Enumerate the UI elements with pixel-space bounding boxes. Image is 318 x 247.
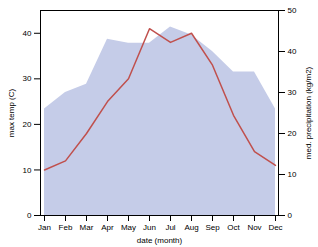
svg-text:May: May [121, 223, 136, 232]
svg-text:Nov: Nov [247, 223, 261, 232]
svg-text:Aug: Aug [184, 223, 198, 232]
svg-text:Oct: Oct [227, 223, 240, 232]
svg-text:Sep: Sep [205, 223, 220, 232]
svg-text:20: 20 [288, 129, 297, 138]
svg-text:Dec: Dec [268, 223, 282, 232]
svg-text:0: 0 [288, 211, 293, 220]
svg-text:Jun: Jun [143, 223, 156, 232]
svg-text:Jul: Jul [165, 223, 175, 232]
svg-text:20: 20 [23, 120, 32, 129]
svg-text:30: 30 [23, 74, 32, 83]
svg-text:date (month): date (month) [137, 236, 183, 245]
svg-text:40: 40 [288, 47, 297, 56]
svg-text:10: 10 [288, 170, 297, 179]
svg-text:Apr: Apr [101, 223, 114, 232]
svg-text:Jan: Jan [38, 223, 51, 232]
svg-text:0: 0 [27, 211, 32, 220]
svg-text:max temp (C): max temp (C) [7, 88, 16, 137]
svg-text:med. precipitation (kg/m2): med. precipitation (kg/m2) [304, 66, 313, 159]
svg-text:10: 10 [23, 166, 32, 175]
svg-text:Feb: Feb [59, 223, 73, 232]
svg-text:Mar: Mar [80, 223, 94, 232]
svg-text:30: 30 [288, 88, 297, 97]
svg-text:40: 40 [23, 29, 32, 38]
svg-text:50: 50 [288, 6, 297, 15]
